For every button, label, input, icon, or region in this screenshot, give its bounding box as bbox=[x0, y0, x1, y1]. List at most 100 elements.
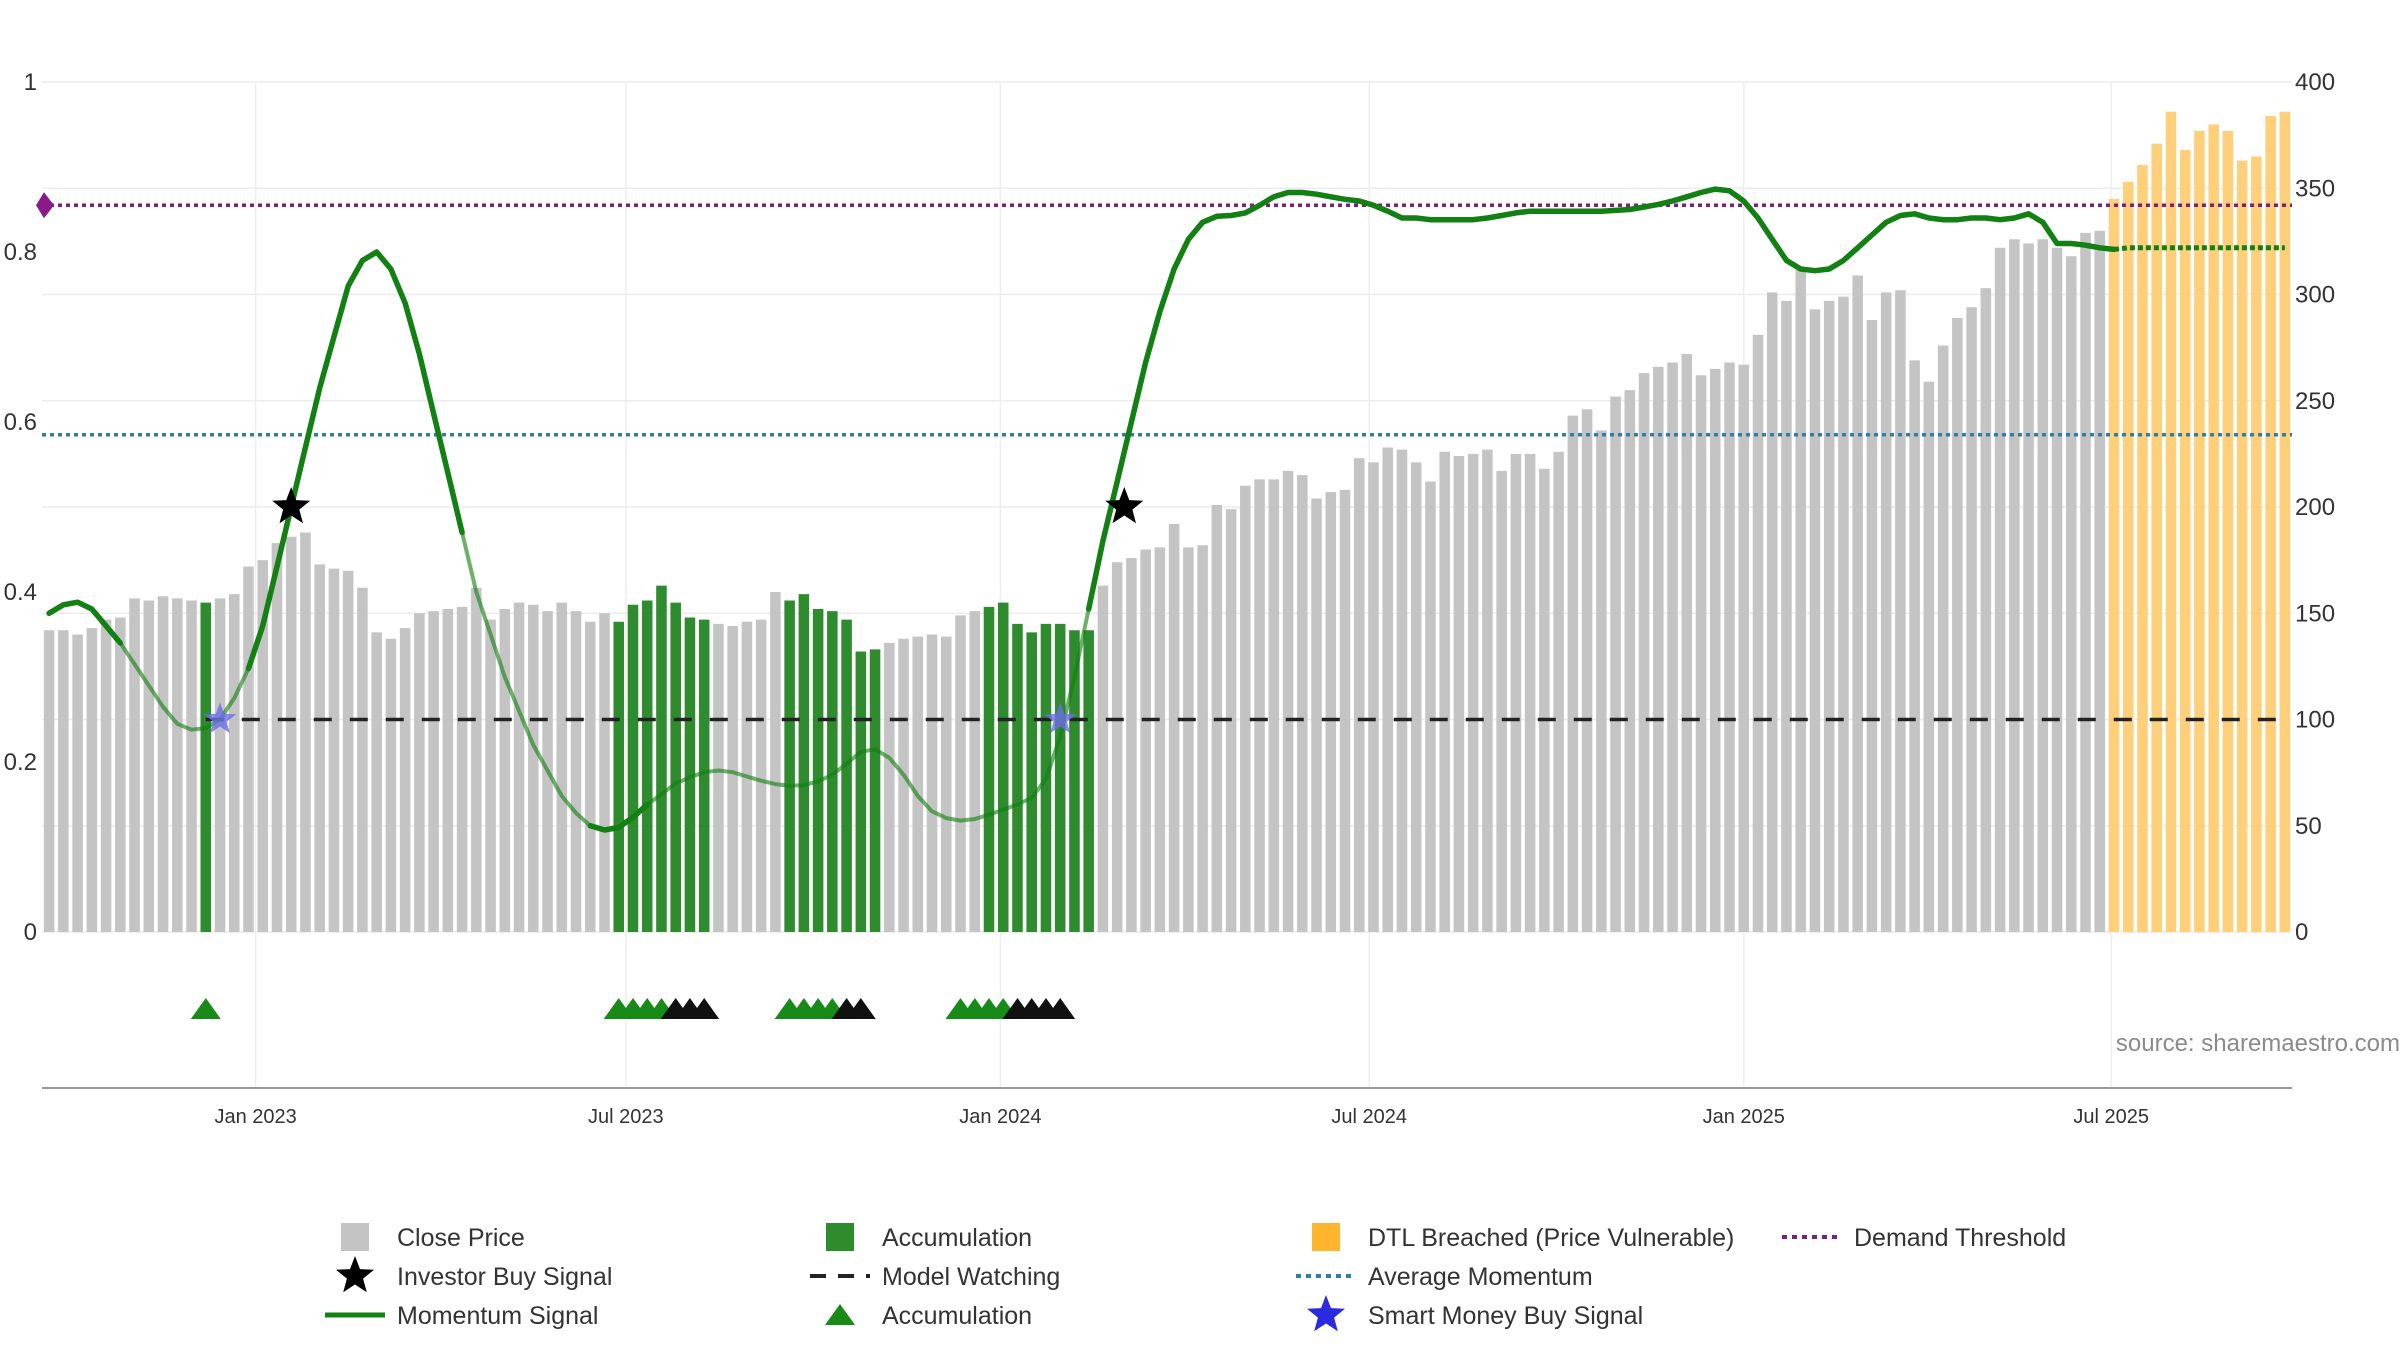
close-price-bar bbox=[1994, 247, 2006, 932]
close-price-bar bbox=[1439, 451, 1450, 932]
accumulation-bar bbox=[656, 585, 667, 933]
close-price-bar bbox=[186, 600, 197, 932]
close-price-bar bbox=[1923, 381, 1935, 933]
close-price-bar bbox=[342, 570, 354, 932]
smart-money-buy-star bbox=[203, 702, 237, 734]
close-price-bar bbox=[1496, 470, 1507, 933]
accumulation-bar bbox=[1012, 623, 1023, 933]
legend-label: Accumulation bbox=[882, 1302, 1032, 1330]
close-price-bar bbox=[1866, 320, 1878, 932]
close-price-bar bbox=[172, 598, 183, 933]
dtl-breached-bar bbox=[2251, 156, 2262, 933]
accumulation-triangle-black bbox=[1045, 998, 1076, 1019]
investor-buy-star bbox=[1105, 487, 1144, 524]
legend-swatch bbox=[826, 1223, 854, 1251]
close-price-bar bbox=[328, 568, 340, 933]
close-price-bar bbox=[755, 619, 767, 933]
legend-label: Investor Buy Signal bbox=[397, 1263, 612, 1291]
close-price-bar bbox=[1567, 415, 1579, 933]
accumulation-bar bbox=[684, 617, 696, 932]
close-price-bar bbox=[584, 621, 596, 932]
accumulation-bar bbox=[983, 606, 995, 933]
dtl-breached-bar bbox=[2165, 111, 2177, 932]
legend-star-icon bbox=[336, 1256, 374, 1293]
close-price-bar bbox=[1795, 269, 1806, 932]
accumulation-triangles bbox=[190, 998, 1076, 1019]
close-price-bar bbox=[1325, 492, 1337, 932]
legend: Close Price Investor Buy Signal Momentum S… bbox=[325, 1223, 2066, 1332]
close-price-bar bbox=[1111, 562, 1123, 932]
dtl-breached-bar bbox=[2108, 198, 2120, 933]
close-price-bar bbox=[2066, 256, 2077, 932]
legend-item: Investor Buy Signal bbox=[336, 1256, 612, 1293]
legend-label: Demand Threshold bbox=[1854, 1224, 2066, 1252]
close-price-bar bbox=[727, 626, 738, 932]
close-price-bar bbox=[1524, 453, 1536, 933]
close-price-bar bbox=[1638, 373, 1650, 933]
dtl-breached-bar bbox=[2137, 164, 2148, 933]
right-axis-tick-label: 200 bbox=[2295, 494, 2335, 521]
right-axis-tick-label: 350 bbox=[2295, 175, 2335, 202]
legend-star-icon bbox=[1307, 1295, 1345, 1332]
close-price-bar bbox=[2094, 230, 2106, 932]
right-axis-tick-label: 100 bbox=[2295, 707, 2335, 734]
accumulation-bar bbox=[798, 594, 810, 933]
close-price-bar bbox=[471, 587, 482, 932]
accumulation-bar bbox=[1069, 630, 1080, 932]
close-price-bar bbox=[1738, 364, 1750, 933]
close-price-bar bbox=[513, 602, 525, 933]
close-price-bar bbox=[357, 587, 368, 932]
accumulation-triangle-black bbox=[689, 998, 720, 1019]
left-axis-tick-label: 0.2 bbox=[4, 749, 37, 776]
accumulation-bar bbox=[1026, 632, 1037, 933]
close-price-bar bbox=[371, 632, 382, 933]
accumulation-bar bbox=[627, 604, 639, 932]
legend-label: Average Momentum bbox=[1368, 1263, 1593, 1291]
left-axis-tick-label: 0.6 bbox=[4, 409, 37, 436]
legend-item: Average Momentum bbox=[1296, 1263, 1593, 1291]
close-price-bar bbox=[2037, 239, 2049, 932]
close-price-bar bbox=[428, 611, 439, 933]
close-price-bar bbox=[1410, 462, 1422, 933]
close-price-bar bbox=[1895, 290, 1906, 932]
dtl-breached-bar bbox=[2208, 124, 2219, 932]
close-price-bar bbox=[485, 619, 496, 933]
close-price-bar bbox=[1382, 447, 1393, 932]
close-price-bar bbox=[713, 623, 724, 933]
close-price-bar bbox=[1396, 449, 1408, 933]
dtl-breached-bar bbox=[2122, 181, 2134, 933]
close-price-bar bbox=[926, 634, 938, 932]
dtl-breached-bar bbox=[2222, 130, 2234, 933]
close-price-bar bbox=[2023, 243, 2034, 932]
close-price-bar bbox=[143, 600, 155, 932]
close-price-bar bbox=[528, 604, 539, 932]
close-price-bar bbox=[1980, 288, 1992, 933]
accumulation-bar bbox=[841, 619, 852, 933]
close-price-bar bbox=[456, 606, 468, 933]
close-price-bar bbox=[2009, 239, 2020, 932]
close-price-bar bbox=[228, 594, 240, 933]
close-price-bar bbox=[1752, 334, 1764, 933]
legend-label: Model Watching bbox=[882, 1263, 1060, 1291]
close-price-bar bbox=[86, 628, 98, 933]
legend-item: Accumulation bbox=[825, 1302, 1032, 1330]
close-price-bar bbox=[1709, 368, 1721, 933]
accumulation-bar bbox=[1083, 630, 1094, 932]
left-axis-tick-label: 0 bbox=[24, 919, 37, 946]
close-price-bar bbox=[1353, 458, 1365, 933]
dtl-breached-bar bbox=[2179, 150, 2191, 932]
legend-swatch bbox=[1312, 1223, 1340, 1251]
right-axis-tick-label: 50 bbox=[2295, 813, 2322, 840]
price-bars bbox=[43, 111, 2291, 933]
legend-triangle-icon bbox=[825, 1304, 855, 1325]
legend-item: Smart Money Buy Signal bbox=[1307, 1295, 1643, 1332]
legend-item: Close Price bbox=[341, 1223, 525, 1252]
x-axis-tick-label: Jan 2023 bbox=[214, 1106, 296, 1128]
close-price-bar bbox=[1596, 430, 1607, 932]
close-price-bar bbox=[1766, 292, 1778, 933]
close-price-bar bbox=[1781, 300, 1792, 933]
close-price-bar bbox=[1183, 547, 1194, 933]
close-price-bar bbox=[414, 613, 425, 932]
close-price-bar bbox=[1952, 317, 1963, 933]
